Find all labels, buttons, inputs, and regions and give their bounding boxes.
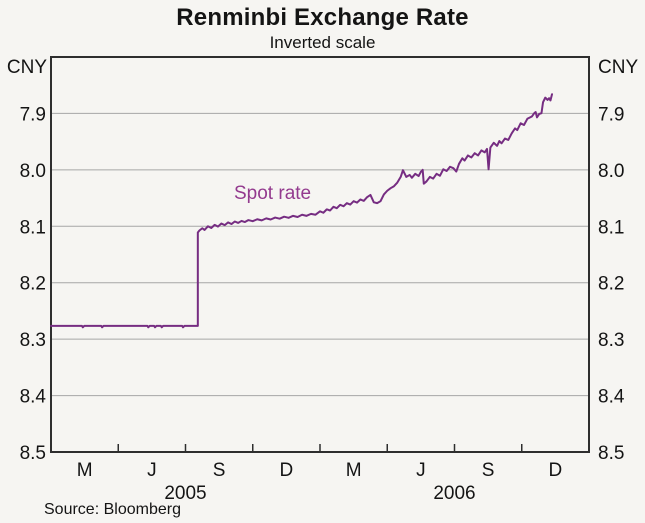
x-month-label: S (482, 460, 495, 481)
y-tick-label-right: 8.0 (598, 161, 624, 182)
x-year-label: 2006 (433, 483, 475, 504)
plot-frame (50, 56, 590, 453)
spot-rate-line (50, 93, 554, 329)
y-tick-label-left: 8.2 (20, 274, 46, 295)
y-tick-label-right: 7.9 (598, 104, 624, 125)
chart-title: Renminbi Exchange Rate (176, 4, 469, 31)
y-tick-label-right: 8.2 (598, 274, 624, 295)
y-tick-label-right: 8.5 (598, 443, 624, 464)
x-month-label: M (346, 460, 362, 481)
y-tick-label-left: 8.4 (20, 387, 47, 408)
x-month-label: J (416, 460, 426, 481)
x-month-label: D (549, 460, 563, 481)
y-tick-label-left: 7.9 (20, 104, 46, 125)
y-tick-label-left: 8.3 (20, 330, 46, 351)
x-month-label: M (77, 460, 93, 481)
y-tick-label-left: 8.0 (20, 161, 46, 182)
source-note: Source: Bloomberg (44, 501, 181, 518)
y-tick-label-right: 8.3 (598, 330, 624, 351)
x-month-label: S (213, 460, 226, 481)
y-axis-unit-left: CNY (6, 57, 47, 78)
y-tick-label-right: 8.1 (598, 217, 624, 238)
x-month-label: J (147, 460, 157, 481)
spot-rate-series-label: Spot rate (234, 183, 312, 204)
y-axis-unit-right: CNY (598, 57, 639, 78)
x-month-label: D (280, 460, 294, 481)
y-tick-label-right: 8.4 (598, 387, 625, 408)
x-year-label: 2005 (164, 483, 206, 504)
y-tick-label-left: 8.5 (20, 443, 46, 464)
y-tick-label-left: 8.1 (20, 217, 46, 238)
chart-subtitle: Inverted scale (269, 33, 376, 52)
